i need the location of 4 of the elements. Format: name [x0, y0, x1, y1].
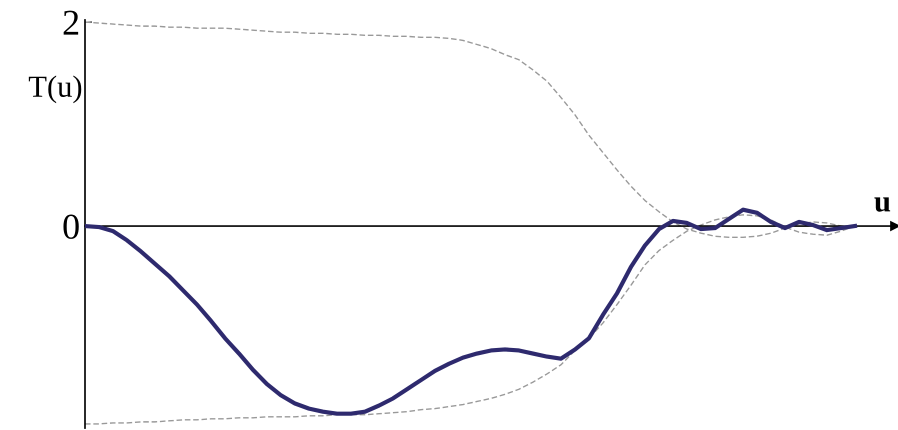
- x-axis-title: u: [874, 197, 890, 212]
- y-axis-title: T(u): [28, 76, 82, 104]
- y-tick-label: 2: [64, 10, 78, 35]
- y-tick-label: 0: [63, 214, 79, 239]
